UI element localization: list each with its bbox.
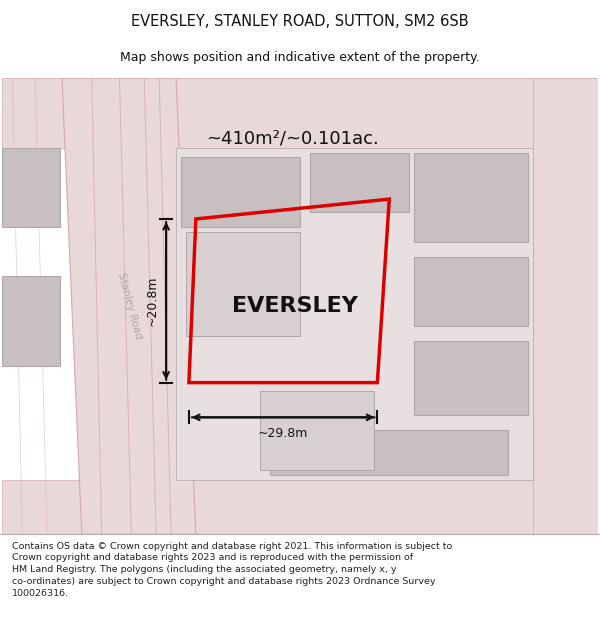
Bar <box>414 341 528 416</box>
Text: ~29.8m: ~29.8m <box>258 428 308 440</box>
Text: Stanley Road: Stanley Road <box>116 272 143 341</box>
Bar <box>181 158 300 227</box>
Text: Map shows position and indicative extent of the property.: Map shows position and indicative extent… <box>120 51 480 64</box>
Bar <box>414 152 528 242</box>
Polygon shape <box>62 78 196 534</box>
Bar <box>260 391 374 470</box>
Bar <box>2 480 598 534</box>
Bar <box>533 78 598 534</box>
Polygon shape <box>176 148 533 480</box>
Text: EVERSLEY, STANLEY ROAD, SUTTON, SM2 6SB: EVERSLEY, STANLEY ROAD, SUTTON, SM2 6SB <box>131 14 469 29</box>
Bar <box>2 148 60 227</box>
Text: ~410m²/~0.101ac.: ~410m²/~0.101ac. <box>206 129 379 148</box>
Bar <box>2 276 60 366</box>
Bar <box>414 257 528 326</box>
Bar <box>2 78 598 148</box>
Text: EVERSLEY: EVERSLEY <box>232 296 358 316</box>
Bar <box>186 232 300 336</box>
Bar <box>310 152 409 212</box>
Bar <box>270 430 508 475</box>
Text: ~20.8m: ~20.8m <box>145 276 158 326</box>
Text: Contains OS data © Crown copyright and database right 2021. This information is : Contains OS data © Crown copyright and d… <box>12 542 452 598</box>
